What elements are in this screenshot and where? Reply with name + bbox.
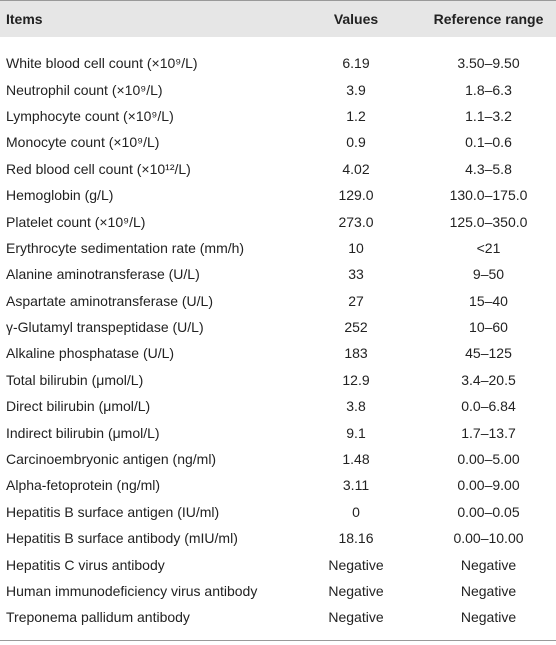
- header-cell: Values: [333, 11, 379, 27]
- table-cell: 0.9: [346, 134, 366, 151]
- table-cell: 1.7–13.7: [461, 424, 516, 441]
- table-row: Neutrophil count (×10⁹/L) 3.9 1.8–6.3: [0, 76, 556, 102]
- table-cell: 125.0–350.0: [449, 213, 528, 230]
- table-cell: 0.00–5.00: [457, 451, 520, 468]
- table-cell: Hepatitis B surface antigen (IU/ml): [6, 503, 220, 520]
- table-row: Carcinoembryonic antigen (ng/ml) 1.48 0.00…: [0, 446, 556, 472]
- table-row: Erythrocyte sedimentation rate (mm/h) 10 <…: [0, 235, 556, 261]
- table-cell: Erythrocyte sedimentation rate (mm/h): [6, 239, 245, 256]
- table-cell: 3.9: [346, 81, 366, 98]
- table-row: Monocyte count (×10⁹/L) 0.9 0.1–0.6: [0, 129, 556, 155]
- table-cell: 15–40: [469, 292, 508, 309]
- table-row: Lymphocyte count (×10⁹/L) 1.2 1.1–3.2: [0, 103, 556, 129]
- table-row: Alkaline phosphatase (U/L) 183 45–125: [0, 340, 556, 366]
- table-cell: 0.00–0.05: [457, 503, 520, 520]
- table-cell: Negative: [460, 609, 517, 626]
- header-row: Items Values Reference range: [0, 1, 556, 37]
- table-cell: 3.11: [342, 477, 370, 494]
- table-row: Red blood cell count (×10¹²/L) 4.02 4.3–5.…: [0, 156, 556, 182]
- table-cell: 1.1–3.2: [465, 107, 512, 124]
- table-cell: 1.8–6.3: [465, 81, 512, 98]
- table-row: Alpha-fetoprotein (ng/ml) 3.11 0.00–9.00: [0, 472, 556, 498]
- table-cell: 252: [344, 319, 368, 336]
- table-cell: Hepatitis C virus antibody: [6, 556, 165, 573]
- table-row: Direct bilirubin (μmol/L) 3.8 0.0–6.84: [0, 393, 556, 419]
- table-row: Hemoglobin (g/L) 129.0 130.0–175.0: [0, 182, 556, 208]
- table-cell: Red blood cell count (×10¹²/L): [6, 160, 191, 177]
- table-cell: 12.9: [342, 371, 370, 388]
- table-cell: Indirect bilirubin (μmol/L): [6, 424, 160, 441]
- table-row: Treponema pallidum antibody Negative Negat…: [0, 604, 556, 630]
- table-row: Human immunodeficiency virus antibody Neg…: [0, 578, 556, 604]
- table-cell: Aspartate aminotransferase (U/L): [6, 292, 213, 309]
- table-cell: Alkaline phosphatase (U/L): [6, 345, 175, 362]
- table-cell: White blood cell count (×10⁹/L): [6, 55, 198, 72]
- table-cell: Hepatitis B surface antibody (mIU/ml): [6, 530, 238, 547]
- table-cell: Alanine aminotransferase (U/L): [6, 266, 200, 283]
- table-row: Hepatitis B surface antibody (mIU/ml) 18.…: [0, 525, 556, 551]
- table-cell: 0.1–0.6: [465, 134, 512, 151]
- table-cell: 10–60: [469, 319, 508, 336]
- table-cell: 0.0–6.84: [461, 398, 516, 415]
- table-cell: 0.00–10.00: [453, 530, 524, 547]
- table-cell: Platelet count (×10⁹/L): [6, 213, 146, 230]
- header-cell: Items: [6, 11, 43, 27]
- table-cell: Lymphocyte count (×10⁹/L): [6, 107, 174, 124]
- table-cell: 9.1: [346, 424, 366, 441]
- table-cell: 130.0–175.0: [449, 187, 528, 204]
- table-row: Aspartate aminotransferase (U/L) 27 15–40: [0, 288, 556, 314]
- table-cell: 183: [344, 345, 368, 362]
- table-row: Alanine aminotransferase (U/L) 33 9–50: [0, 261, 556, 287]
- table-cell: 45–125: [465, 345, 512, 362]
- table-cell: Neutrophil count (×10⁹/L): [6, 81, 163, 98]
- table-cell: 0.00–9.00: [457, 477, 520, 494]
- table-row: White blood cell count (×10⁹/L) 6.19 3.50–…: [0, 50, 556, 76]
- table-cell: 1.2: [346, 107, 366, 124]
- header-cell: Reference range: [433, 11, 544, 27]
- table-cell: Treponema pallidum antibody: [6, 609, 190, 626]
- table-cell: 3.8: [346, 398, 366, 415]
- table-cell: Carcinoembryonic antigen (ng/ml): [6, 451, 217, 468]
- table-cell: 9–50: [472, 266, 505, 283]
- table-cell: Direct bilirubin (μmol/L): [6, 398, 151, 415]
- table-cell: 18.16: [338, 530, 374, 547]
- table-row: Hepatitis C virus antibody Negative Negati…: [0, 551, 556, 577]
- table-cell: 10: [348, 239, 364, 256]
- table-cell: 3.50–9.50: [457, 55, 520, 72]
- table-cell: Negative: [328, 556, 384, 573]
- table-cell: γ-Glutamyl transpeptidase (U/L): [6, 319, 204, 336]
- table-cell: 33: [348, 266, 364, 283]
- table-cell: Negative: [328, 583, 384, 599]
- table-cell: 1.48: [342, 451, 370, 468]
- table-row: Indirect bilirubin (μmol/L) 9.1 1.7–13.7: [0, 419, 556, 445]
- table-cell: 6.19: [342, 55, 370, 72]
- table-cell: 129.0: [338, 187, 374, 204]
- table-cell: 273.0: [338, 213, 374, 230]
- table-cell: Human immunodeficiency virus antibody: [6, 583, 258, 599]
- table-cell: 3.4–20.5: [461, 371, 516, 388]
- table-cell: Negative: [460, 556, 517, 573]
- table-cell: 4.02: [342, 160, 370, 177]
- table-cell: Hemoglobin (g/L): [6, 187, 114, 204]
- table-row: Hepatitis B surface antigen (IU/ml) 0 0.00…: [0, 499, 556, 525]
- table-cell: 0: [352, 503, 360, 520]
- table-cell: Negative: [460, 583, 517, 599]
- table-cell: Alpha-fetoprotein (ng/ml): [6, 477, 161, 494]
- table-cell: Monocyte count (×10⁹/L): [6, 134, 160, 151]
- table-cell: 27: [348, 292, 364, 309]
- table-row: Total bilirubin (μmol/L) 12.9 3.4–20.5: [0, 367, 556, 393]
- table-cell: 4.3–5.8: [465, 160, 512, 177]
- table-cell: Total bilirubin (μmol/L): [6, 371, 144, 388]
- table-row: γ-Glutamyl transpeptidase (U/L) 252 10–60: [0, 314, 556, 340]
- table-cell: <21: [476, 239, 501, 256]
- table-row: Platelet count (×10⁹/L) 273.0 125.0–350.0: [0, 208, 556, 234]
- table-cell: Negative: [328, 609, 384, 626]
